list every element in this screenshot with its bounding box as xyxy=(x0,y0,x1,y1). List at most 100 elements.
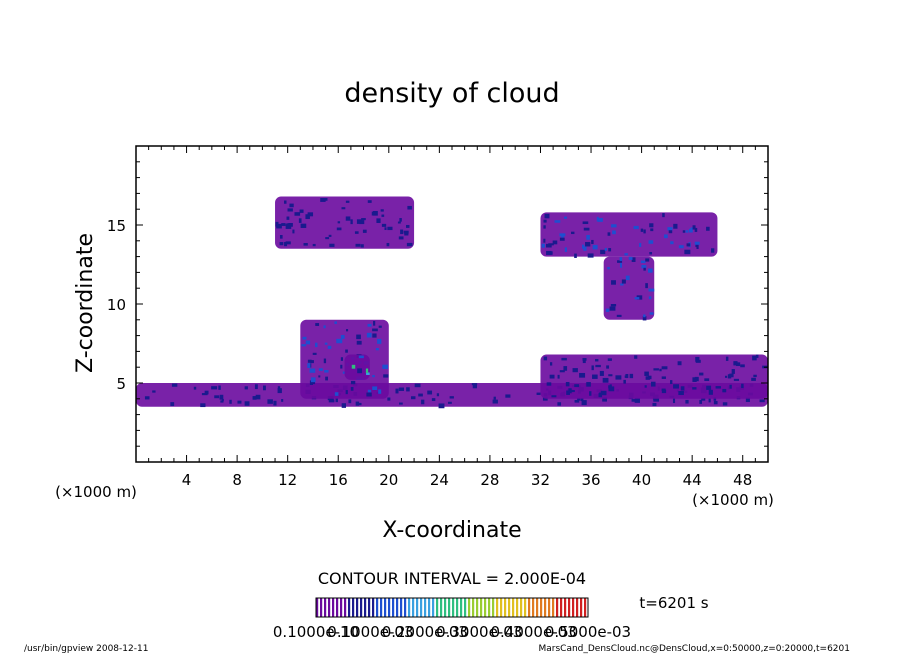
density-speckle xyxy=(351,364,356,369)
density-speckle xyxy=(624,253,628,256)
density-speckle xyxy=(595,364,601,368)
density-speckle xyxy=(559,370,565,373)
colorbar-strip xyxy=(520,598,523,617)
density-speckle xyxy=(549,362,553,366)
density-speckle xyxy=(735,362,741,367)
density-speckle xyxy=(582,359,586,364)
colorbar-strip xyxy=(420,598,423,617)
colorbar-strip xyxy=(516,598,519,617)
density-speckle xyxy=(692,377,697,382)
density-speckle xyxy=(752,355,757,361)
colorbar-strip xyxy=(316,598,319,617)
density-speckle xyxy=(724,375,728,378)
density-speckle xyxy=(708,389,713,395)
density-speckle xyxy=(755,354,759,358)
density-speckle xyxy=(571,231,575,235)
density-speckle xyxy=(171,383,178,387)
density-speckle xyxy=(591,365,594,371)
density-speckle xyxy=(315,342,318,348)
density-speckle xyxy=(381,223,387,227)
density-speckle xyxy=(342,371,346,374)
colorbar-strip xyxy=(356,598,359,617)
density-speckle xyxy=(315,323,320,326)
y-axis-label: Z-coordinate xyxy=(73,233,98,373)
density-speckle xyxy=(753,374,757,378)
colorbar-labels: 0.1000e-100.1000e-030.2000e-030.3000e-03… xyxy=(273,623,631,641)
density-speckle xyxy=(695,356,700,362)
colorbar-strip xyxy=(584,598,587,617)
density-speckle xyxy=(384,227,387,231)
density-speckle xyxy=(722,388,727,393)
density-speckle xyxy=(607,358,612,361)
colorbar-frame xyxy=(315,597,589,618)
colorbar-strip xyxy=(556,598,559,617)
density-speckle xyxy=(367,323,372,327)
density-speckle xyxy=(598,393,603,398)
density-speckle xyxy=(586,235,590,240)
density-speckle xyxy=(221,398,224,402)
density-speckle xyxy=(704,378,710,382)
density-speckle xyxy=(471,383,478,386)
density-speckle xyxy=(307,359,312,363)
density-speckle xyxy=(607,266,610,270)
density-speckle xyxy=(345,200,350,203)
density-speckle xyxy=(649,312,654,315)
density-speckle xyxy=(661,389,667,394)
colorbar-strip xyxy=(560,598,563,617)
density-speckle xyxy=(204,390,209,395)
density-speckle xyxy=(661,376,666,379)
colorbar-label: 0.1000e-03 xyxy=(327,623,413,641)
density-speckle xyxy=(592,374,598,379)
density-speckle xyxy=(631,399,636,402)
density-speckle xyxy=(406,242,413,247)
density-speckle xyxy=(633,225,639,230)
density-speckle xyxy=(284,200,287,204)
density-speckle xyxy=(620,262,623,268)
density-speckle xyxy=(661,388,666,391)
density-speckle xyxy=(310,377,316,383)
chart-title: density of cloud xyxy=(344,78,559,109)
density-speckle xyxy=(414,383,421,388)
density-speckle xyxy=(341,403,346,408)
density-speckle xyxy=(286,216,290,220)
density-speckle xyxy=(318,368,323,371)
density-speckle xyxy=(324,370,329,373)
density-speckle xyxy=(325,376,329,381)
x-tick-label: 16 xyxy=(329,471,348,489)
density-speckle xyxy=(252,396,257,400)
density-speckle xyxy=(404,233,409,236)
density-speckle xyxy=(639,242,642,247)
colorbar-label: 0.4000e-03 xyxy=(490,623,576,641)
density-speckle xyxy=(641,265,647,269)
density-speckle xyxy=(377,338,382,344)
density-speckle xyxy=(664,234,668,239)
density-speckle xyxy=(323,358,327,364)
colorbar-strip xyxy=(440,598,443,617)
density-speckle xyxy=(399,218,402,222)
density-speckle xyxy=(318,375,321,378)
density-speckle xyxy=(543,219,547,223)
density-speckle xyxy=(680,386,685,391)
density-speckle xyxy=(292,229,295,234)
density-speckle xyxy=(648,288,655,292)
colorbar-strip xyxy=(512,598,515,617)
density-speckle xyxy=(677,361,682,366)
y-tick-label: 5 xyxy=(116,375,126,393)
density-speckle xyxy=(699,372,704,376)
density-speckle xyxy=(279,235,283,239)
density-speckle xyxy=(357,368,363,374)
density-speckle xyxy=(193,386,197,390)
density-speckle xyxy=(548,243,554,246)
density-speckle xyxy=(312,352,317,355)
density-speckle xyxy=(729,384,732,389)
density-speckle xyxy=(375,348,379,351)
footer-right: MarsCand_DensCloud.nc@DensCloud,x=0:5000… xyxy=(538,644,850,654)
density-speckle xyxy=(602,377,609,383)
colorbar-strip xyxy=(344,598,347,617)
density-speckle xyxy=(611,280,616,285)
density-speckle xyxy=(237,400,242,404)
density-speckle xyxy=(285,241,291,245)
density-speckle xyxy=(645,258,650,262)
x-tick-label: 4 xyxy=(182,471,192,489)
density-speckle xyxy=(267,399,273,404)
